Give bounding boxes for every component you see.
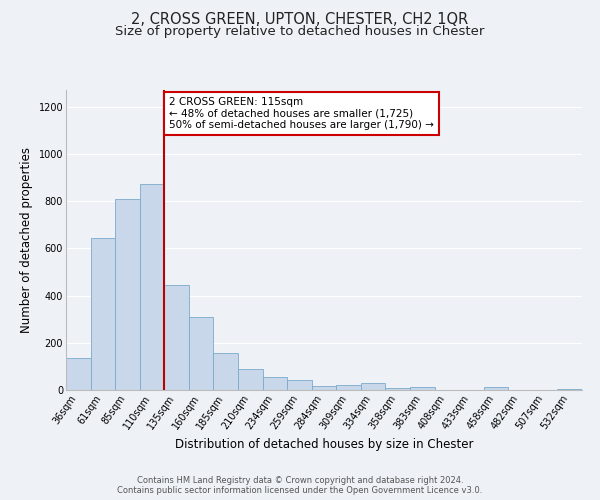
Text: Contains HM Land Registry data © Crown copyright and database right 2024.: Contains HM Land Registry data © Crown c… <box>137 476 463 485</box>
Text: 2 CROSS GREEN: 115sqm
← 48% of detached houses are smaller (1,725)
50% of semi-d: 2 CROSS GREEN: 115sqm ← 48% of detached … <box>169 97 434 130</box>
Bar <box>263 377 287 390</box>
Bar <box>312 386 336 390</box>
Y-axis label: Number of detached properties: Number of detached properties <box>20 147 33 333</box>
Bar <box>66 358 91 390</box>
Bar <box>484 387 508 390</box>
X-axis label: Distribution of detached houses by size in Chester: Distribution of detached houses by size … <box>175 438 473 450</box>
Bar <box>115 198 140 390</box>
Bar <box>385 388 410 390</box>
Text: Size of property relative to detached houses in Chester: Size of property relative to detached ho… <box>115 25 485 38</box>
Bar <box>214 352 238 390</box>
Bar <box>238 368 263 390</box>
Bar <box>557 389 582 390</box>
Bar <box>164 285 189 390</box>
Bar <box>189 317 214 390</box>
Bar <box>410 387 434 390</box>
Bar <box>91 238 115 390</box>
Bar <box>336 385 361 390</box>
Text: Contains public sector information licensed under the Open Government Licence v3: Contains public sector information licen… <box>118 486 482 495</box>
Bar <box>361 383 385 390</box>
Bar <box>140 184 164 390</box>
Bar <box>287 380 312 390</box>
Text: 2, CROSS GREEN, UPTON, CHESTER, CH2 1QR: 2, CROSS GREEN, UPTON, CHESTER, CH2 1QR <box>131 12 469 28</box>
